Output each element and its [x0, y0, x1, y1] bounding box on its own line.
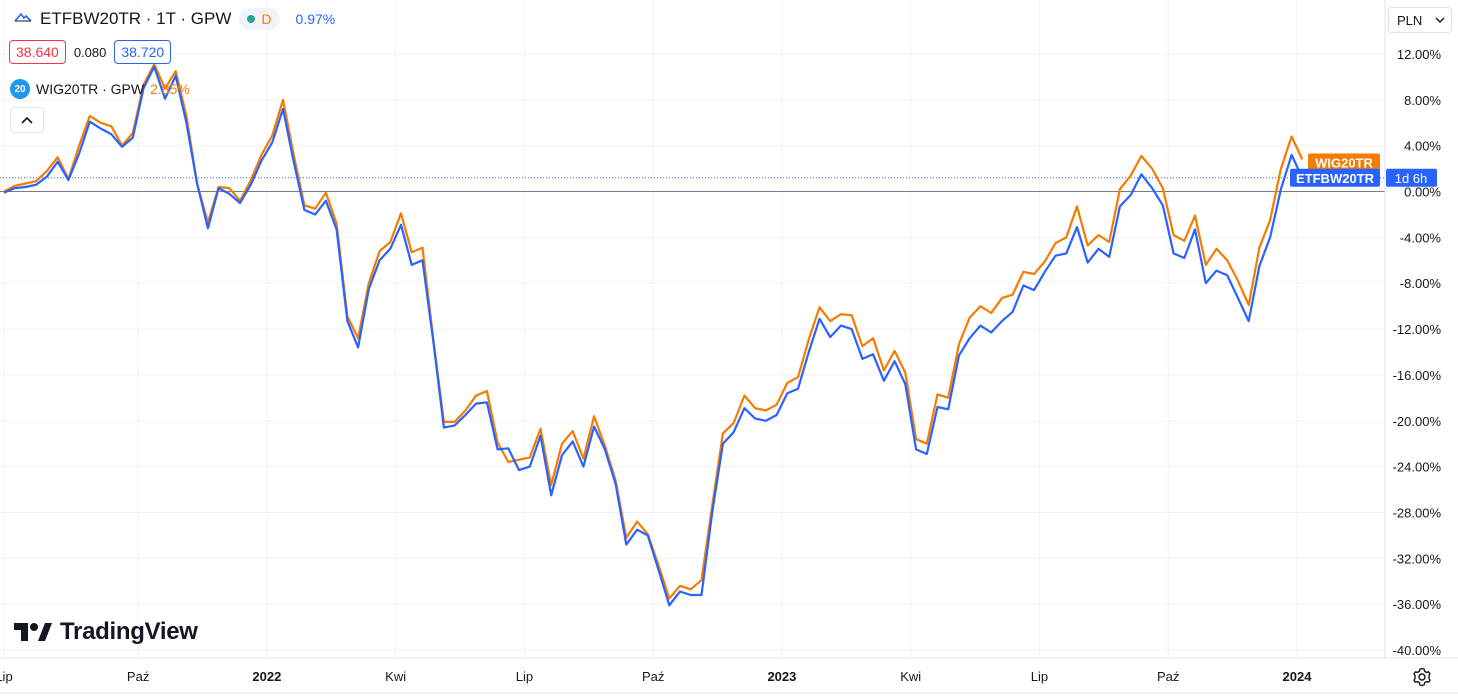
compare-legend[interactable]: 20 WIG20TR · GPW 2.85% — [10, 79, 190, 99]
wig20tr-tag-label: WIG20TR — [1315, 155, 1373, 170]
ask-price[interactable]: 38.720 — [114, 40, 172, 64]
symbol-change: 0.97% — [295, 11, 336, 27]
x-tick-label: Paź — [127, 669, 149, 684]
compare-change: 2.85% — [150, 81, 190, 97]
y-tick-label: -8.00% — [1400, 276, 1442, 291]
legend-main[interactable]: ETFBW20TR · 1T · GPW D 0.97% — [14, 8, 335, 30]
y-tick-label: 12.00% — [1397, 47, 1442, 62]
y-tick-label: -20.00% — [1393, 414, 1442, 429]
x-tick-label: Kwi — [385, 669, 406, 684]
x-tick-label: Kwi — [900, 669, 921, 684]
countdown-tag — [1386, 168, 1437, 187]
y-tick-label: 8.00% — [1404, 93, 1441, 108]
x-tick-label: Paź — [642, 669, 664, 684]
x-tick-label: Lip — [1031, 669, 1048, 684]
x-tick-label: Paź — [1157, 669, 1179, 684]
x-tick-label: 2023 — [767, 669, 796, 684]
etfbw20tr-series-line[interactable] — [3, 65, 1304, 607]
y-axis: 12.00% 8.00% 4.00% 0.00% -4.00% -8.00% -12.00%… — [1384, 0, 1442, 658]
chart-settings-button[interactable] — [1411, 666, 1433, 688]
y-tick-label: -24.00% — [1393, 460, 1442, 475]
etfbw20tr-tag — [1290, 168, 1380, 187]
x-tick-label: Lip — [0, 669, 13, 684]
y-tick-label: -32.00% — [1393, 551, 1442, 566]
compare-symbol[interactable]: WIG20TR · GPW — [36, 81, 145, 97]
grid — [0, 0, 1385, 658]
currency-label: PLN — [1397, 12, 1423, 28]
x-axis: Lip Paź 2022 Kwi Lip Paź 2023 Kwi Lip Paź 2024 — [0, 657, 1458, 694]
symbol-title[interactable]: ETFBW20TR · 1T · GPW — [40, 9, 232, 28]
compare-symbol-badge: 20 — [10, 79, 30, 99]
y-tick-label: -12.00% — [1393, 322, 1442, 337]
x-tick-label: 2022 — [252, 669, 281, 684]
y-tick-label: -28.00% — [1393, 505, 1442, 520]
bid-price[interactable]: 38.640 — [9, 40, 66, 64]
countdown-label: 1d 6h — [1395, 171, 1428, 186]
market-status-badge[interactable]: D — [239, 8, 280, 30]
y-tick-label: -4.00% — [1400, 230, 1442, 245]
wig20tr-tag — [1308, 153, 1380, 172]
bid-ask-quotes: 38.640 0.080 38.720 — [9, 40, 172, 64]
currency-select[interactable]: PLN — [1388, 7, 1452, 33]
x-tick-label: Lip — [516, 669, 533, 684]
y-tick-label: -36.00% — [1393, 597, 1442, 612]
spread-value: 0.080 — [73, 44, 107, 60]
gear-icon — [1413, 667, 1431, 687]
tradingview-logo[interactable]: TradingView — [14, 618, 198, 646]
y-tick-label: -16.00% — [1393, 368, 1442, 383]
market-open-icon — [247, 15, 256, 23]
y-tick-label: 4.00% — [1404, 139, 1441, 154]
x-tick-label: 2024 — [1283, 669, 1313, 684]
logo-text: TradingView — [60, 618, 198, 645]
y-tick-label: 0.00% — [1404, 185, 1441, 200]
interval-badge: D — [261, 11, 272, 27]
etfbw20tr-tag-label: ETFBW20TR — [1296, 171, 1375, 186]
y-tick-label: -40.00% — [1393, 643, 1442, 658]
collapse-legend-button[interactable] — [10, 107, 44, 133]
chevron-down-icon — [1435, 17, 1445, 23]
chevron-up-icon — [21, 116, 33, 124]
etf-logo-icon — [14, 10, 32, 29]
tradingview-logo-icon — [14, 623, 52, 641]
